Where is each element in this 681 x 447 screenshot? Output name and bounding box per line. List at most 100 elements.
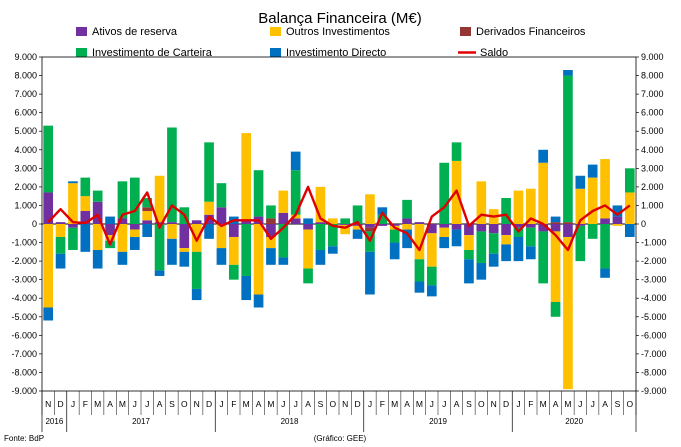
y-tick-label-right: -9.000 [641,386,667,396]
bar-investimento-directo-30 [414,281,425,293]
bar-investimento-directo-7 [129,236,140,250]
bar-ativos-de-reserva-43 [575,224,586,226]
legend: Ativos de reserva Outros Investimentos Der… [76,26,586,59]
y-tick-label-right: -2.000 [641,256,667,266]
x-tick-label-month: F [83,399,88,409]
bar-investimento-de-carteira-2 [68,227,78,250]
bar-investimento-de-carteira-25 [352,205,363,224]
x-tick-label-month: F [528,399,533,409]
bar-outros-investimentos-6 [117,224,128,252]
bar-investimento-de-carteira-24 [340,218,351,224]
y-tick-label-left: 7.000 [14,89,37,99]
bar-investimento-de-carteira-37 [501,198,511,224]
bar-ativos-de-reserva-31 [426,224,437,234]
bar-ativos-de-reserva-14 [216,207,227,224]
bar-ativos-de-reserva-13 [204,214,214,224]
bar-ativos-de-reserva-39 [525,224,536,228]
bar-outros-investimentos-47 [624,192,635,224]
y-tick-label-left: 1.000 [14,200,37,210]
y-tick-label-right: -5.000 [641,312,667,322]
bar-investimento-directo-44 [587,164,598,178]
bar-ativos-de-reserva-22 [315,222,326,224]
bar-investimento-de-carteira-43 [575,225,586,262]
bar-outros-investimentos-3 [80,196,91,212]
bar-ativos-de-reserva-0 [43,192,54,224]
bar-investimento-directo-9 [154,270,165,276]
x-tick-label-month: M [119,399,126,409]
y-axis-right: 9.000 8.000 7.000 6.000 5.000 4.000 3.000 2.000… [636,52,667,396]
bar-outros-investimentos-1 [55,224,66,237]
bar-investimento-directo-34 [464,259,474,284]
x-tick-label-month: J [591,399,595,409]
bar-investimento-directo-19 [278,257,289,265]
x-tick-label-month: J [578,399,582,409]
legend-label: Saldo [480,47,508,59]
bar-investimento-directo-22 [315,249,326,265]
y-tick-label-right: 2.000 [641,182,664,192]
bar-outros-investimentos-42 [563,236,573,390]
bar-investimento-de-carteira-22 [315,224,326,250]
x-tick-label-month: M [267,399,274,409]
legend-item-outros-investimentos: Outros Investimentos [270,26,390,38]
bar-investimento-directo-16 [241,275,252,301]
bar-investimento-directo-20 [290,151,301,171]
bar-investimento-de-carteira-29 [402,199,412,219]
bar-ativos-de-reserva-26 [365,224,375,228]
bar-outros-investimentos-44 [587,177,598,224]
bar-investimento-directo-3 [80,224,91,252]
x-tick-label-month: J [430,399,434,409]
bar-ativos-de-reserva-20 [290,218,301,224]
bar-outros-investimentos-2 [68,183,78,224]
legend-swatch [270,27,281,36]
bar-ativos-de-reserva-30 [414,222,425,224]
x-tick-label-month: A [256,399,262,409]
bar-outros-investimentos-31 [426,233,437,267]
y-axis-left: 9.000 8.000 7.000 6.000 5.000 4.000 3.000 2.000… [11,52,42,396]
x-tick-label-month: M [540,399,547,409]
bar-ativos-de-reserva-16 [241,220,252,224]
y-tick-label-left: -9.000 [11,386,37,396]
bar-investimento-directo-42 [563,69,573,76]
bar-investimento-de-carteira-30 [414,259,425,282]
x-tick-label-month: O [329,399,336,409]
legend-item-ativos-de-reserva: Ativos de reserva [76,26,178,38]
y-tick-label-left: -7.000 [11,349,37,359]
bar-investimento-de-carteira-40 [538,231,549,284]
bar-investimento-directo-10 [167,238,177,265]
y-tick-label-left: 9.000 [14,52,37,62]
bar-investimento-directo-28 [389,242,400,260]
bar-ativos-de-reserva-3 [80,211,91,224]
bar-derivados-financeiros-8 [142,207,153,212]
bar-investimento-directo-0 [43,307,54,321]
bar-investimento-directo-12 [191,288,202,301]
x-tick-label-month: J [281,399,285,409]
bar-investimento-de-carteira-32 [439,162,450,224]
bar-investimento-directo-31 [426,285,437,297]
x-tick-label-month: S [318,399,324,409]
bar-outros-investimentos-20 [290,214,301,219]
x-tick-label-month: D [354,399,360,409]
x-tick-label-month: J [219,399,223,409]
bar-outros-investimentos-34 [464,235,474,250]
x-tick-label-month: M [391,399,398,409]
bar-investimento-directo-14 [216,248,227,265]
x-year-label: 2020 [565,417,583,426]
bar-investimento-directo-5 [105,216,115,224]
x-tick-label-month: A [107,399,113,409]
bar-outros-investimentos-11 [179,248,190,252]
y-tick-label-right: 9.000 [641,52,664,62]
bar-outros-investimentos-4 [92,224,103,250]
y-tick-label-right: -4.000 [641,293,667,303]
x-tick-label-month: J [133,399,137,409]
bar-investimento-de-carteira-36 [488,233,499,254]
legend-swatch [460,27,471,36]
bar-outros-investimentos-19 [278,190,289,213]
bar-investimento-de-carteira-9 [154,224,165,271]
x-year-label: 2019 [429,417,447,426]
x-tick-label-month: J [145,399,149,409]
bar-ativos-de-reserva-5 [105,224,115,236]
bar-investimento-de-carteira-17 [253,170,264,217]
y-tick-label-left: -1.000 [11,238,37,248]
x-year-label: 2018 [281,417,299,426]
